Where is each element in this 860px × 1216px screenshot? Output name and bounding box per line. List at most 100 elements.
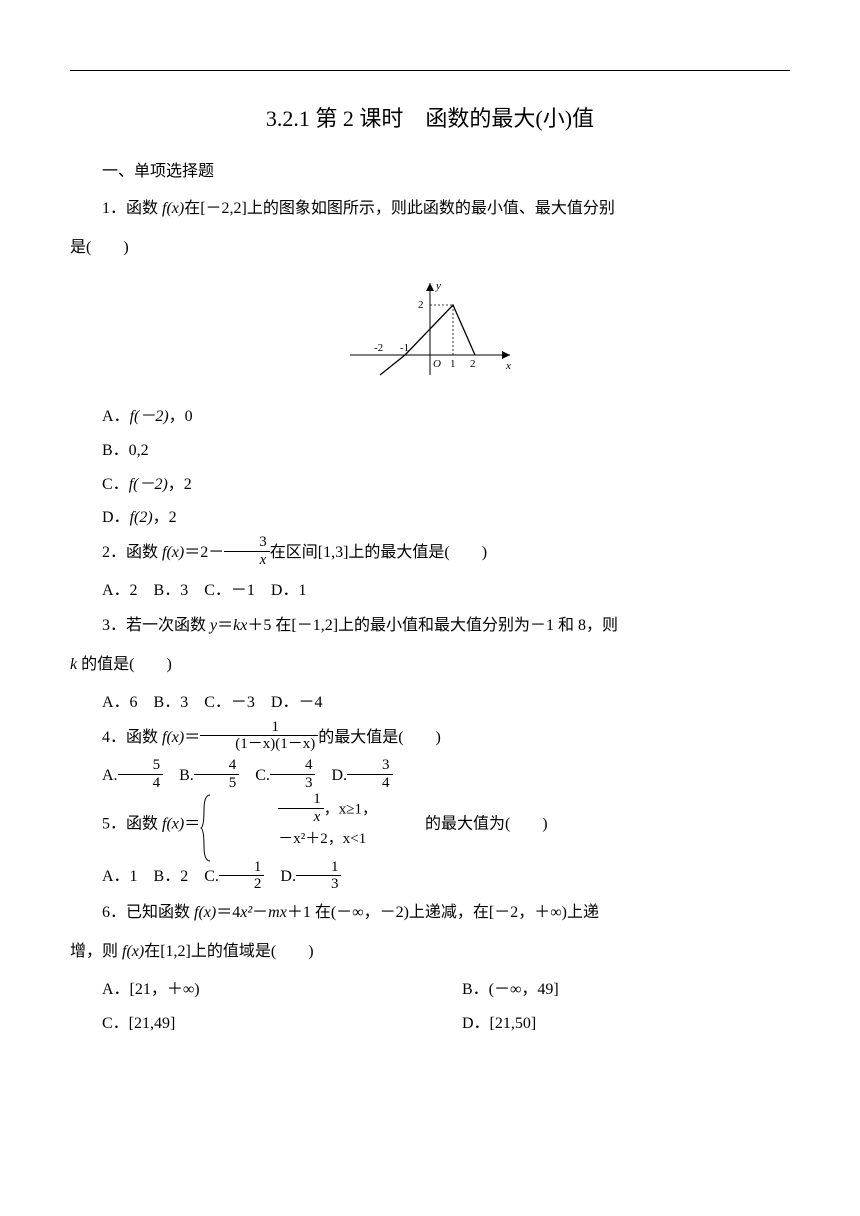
tick-2: 2 (470, 358, 476, 370)
q1-graph: -2 -1 1 2 2 O x y (70, 275, 790, 390)
q5-c1-frac: 1x (278, 791, 324, 825)
q2-frac: 3x (224, 534, 270, 568)
q1-optD-fx: f(2) (130, 509, 153, 526)
q5-a: 5．函数 (102, 816, 162, 833)
q4-oC-pre: C. (239, 767, 270, 784)
q3-b: ＋5 在[－1,2]上的最小值和最大值分别为－1 和 8，则 (247, 617, 618, 634)
q2-opts: A．2 B．3 C．－1 D．1 (70, 574, 790, 608)
q5-c2-expr: －x²＋2，x<1 (278, 831, 366, 847)
q6-opts-row2: C．[21,49] D．[21,50] (70, 1007, 790, 1041)
top-rule (70, 70, 790, 71)
q5-oAB: A．1 B．2 C. (102, 868, 219, 885)
q1-optB: B．0,2 (70, 434, 790, 468)
q6-x: x (280, 904, 287, 921)
q6-optA: A．[21，＋∞) (70, 973, 430, 1007)
q1-stem-b: 在[－2,2]上的图象如图所示，则此函数的最小值、最大值分别 (184, 200, 615, 217)
q6-fx2: f(x) (122, 943, 144, 960)
q3-line2: k 的值是( ) (70, 647, 790, 682)
q6-m: m (268, 904, 280, 921)
q1-optA-post: ，0 (169, 408, 193, 425)
q2-stem: 2．函数 f(x)＝2－3x在区间[1,3]上的最大值是( ) (70, 535, 790, 570)
q1-optA: A．f(－2)，0 (70, 400, 790, 434)
q5-b: 的最大值为( ) (377, 816, 548, 833)
section-heading: 一、单项选择题 (70, 157, 790, 181)
q1-stem-a: 1．函数 (102, 200, 162, 217)
q5-eq: ＝ (184, 816, 200, 833)
q3-a: 3．若一次函数 (102, 617, 210, 634)
q6-fx: f(x) (194, 904, 216, 921)
q6-optC: C．[21,49] (70, 1007, 430, 1041)
page-title: 3.2.1 第 2 课时 函数的最大(小)值 (70, 101, 790, 133)
q4-a: 4．函数 (102, 729, 162, 746)
q5-oC-frac: 12 (219, 859, 265, 893)
q4-oB-frac: 45 (194, 757, 240, 791)
q3-eq: ＝ (217, 617, 233, 634)
q5-stem: 5．函数 f(x)＝ 1x，x≥1， －x²＋2，x<1 的最大值为( ) (70, 793, 790, 856)
q4-oB-pre: B. (163, 767, 194, 784)
y-axis-label: y (435, 280, 441, 292)
q5-fx: f(x) (162, 816, 184, 833)
q2-fx: f(x) (162, 544, 184, 561)
q6-x2: x² (240, 904, 252, 921)
q1-optC-pre: C． (102, 476, 129, 493)
q4-stem: 4．函数 f(x)＝1(1－x)(1－x)的最大值是( ) (70, 720, 790, 755)
tick-1: 1 (450, 358, 456, 370)
q5-c1-cond: ，x≥1， (324, 802, 377, 818)
q6-stem: 6．已知函数 f(x)＝4x²－mx＋1 在(－∞，－2)上递减，在[－2，＋∞… (70, 895, 790, 930)
q5-opts: A．1 B．2 C.12 D.13 (70, 860, 790, 894)
q4-fx: f(x) (162, 729, 184, 746)
q5-case2: －x²＋2，x<1 (246, 827, 377, 851)
brace-icon (200, 793, 212, 863)
tick-neg2: -2 (374, 342, 383, 354)
q4-oD-frac: 34 (347, 757, 393, 791)
q5-oD-frac: 13 (296, 859, 342, 893)
q1-stem: 1．函数 f(x)在[－2,2]上的图象如图所示，则此函数的最小值、最大值分别 (70, 191, 790, 226)
q6-opts-row1: A．[21，＋∞) B．(－∞，49] (70, 973, 790, 1007)
q2-frac-num: 3 (224, 534, 270, 552)
q4-den: (1－x)(1－x) (200, 736, 318, 753)
q6-a: 6．已知函数 (102, 904, 194, 921)
q6-minus: － (252, 904, 268, 921)
q4-num: 1 (200, 719, 318, 737)
q2-frac-den: x (224, 552, 270, 569)
q6-line2: 增，则 f(x)在[1,2]上的值域是( ) (70, 934, 790, 969)
q4-eq: ＝ (184, 729, 200, 746)
q4-b: 的最大值是( ) (318, 729, 441, 746)
q1-optD-pre: D． (102, 509, 130, 526)
q1-optA-pre: A． (102, 408, 130, 425)
q1-optD-post: ，2 (153, 509, 177, 526)
q6-eq: ＝4 (216, 904, 240, 921)
q3-stem: 3．若一次函数 y＝kx＋5 在[－1,2]上的最小值和最大值分别为－1 和 8… (70, 608, 790, 643)
q6-optB: B．(－∞，49] (430, 973, 790, 1007)
q5-oD-pre: D. (264, 868, 296, 885)
x-axis-label: x (505, 360, 511, 372)
q1-stem-line2: 是( ) (70, 230, 790, 265)
q4-oA-frac: 54 (118, 757, 164, 791)
q1-fx: f(x) (162, 200, 184, 217)
q2-eq: ＝2－ (184, 544, 224, 561)
q4-oD-pre: D. (315, 767, 347, 784)
q4-frac: 1(1－x)(1－x) (200, 719, 318, 753)
q6-b: 增，则 (70, 943, 122, 960)
q5-piecewise: 1x，x≥1， －x²＋2，x<1 (200, 793, 377, 856)
q6-plus1: ＋1 在(－∞，－2)上递减，在[－2，＋∞)上递 (287, 904, 599, 921)
q4-oC-frac: 43 (270, 757, 316, 791)
page: 3.2.1 第 2 课时 函数的最大(小)值 一、单项选择题 1．函数 f(x)… (0, 0, 860, 1080)
q1-optD: D．f(2)，2 (70, 501, 790, 535)
q1-optC-fx: f(－2) (129, 476, 168, 493)
q1-optC-post: ，2 (168, 476, 192, 493)
q5-case1: 1x，x≥1， (246, 793, 377, 827)
q3-opts: A．6 B．3 C．－3 D．－4 (70, 686, 790, 720)
q6-optD: D．[21,50] (430, 1007, 790, 1041)
origin-label: O (433, 358, 441, 370)
q3-c: 的值是( ) (77, 656, 172, 673)
graph-svg: -2 -1 1 2 2 O x y (340, 275, 520, 385)
q1-optC: C．f(－2)，2 (70, 468, 790, 502)
q2-a: 2．函数 (102, 544, 162, 561)
q4-oA-pre: A. (102, 767, 118, 784)
q4-opts: A.54 B.45 C.43 D.34 (70, 759, 790, 793)
q2-b: 在区间[1,3]上的最大值是( ) (270, 544, 487, 561)
q1-optA-fx: f(－2) (130, 408, 169, 425)
q6-c: 在[1,2]上的值域是( ) (144, 943, 313, 960)
ytick-2: 2 (418, 299, 424, 311)
